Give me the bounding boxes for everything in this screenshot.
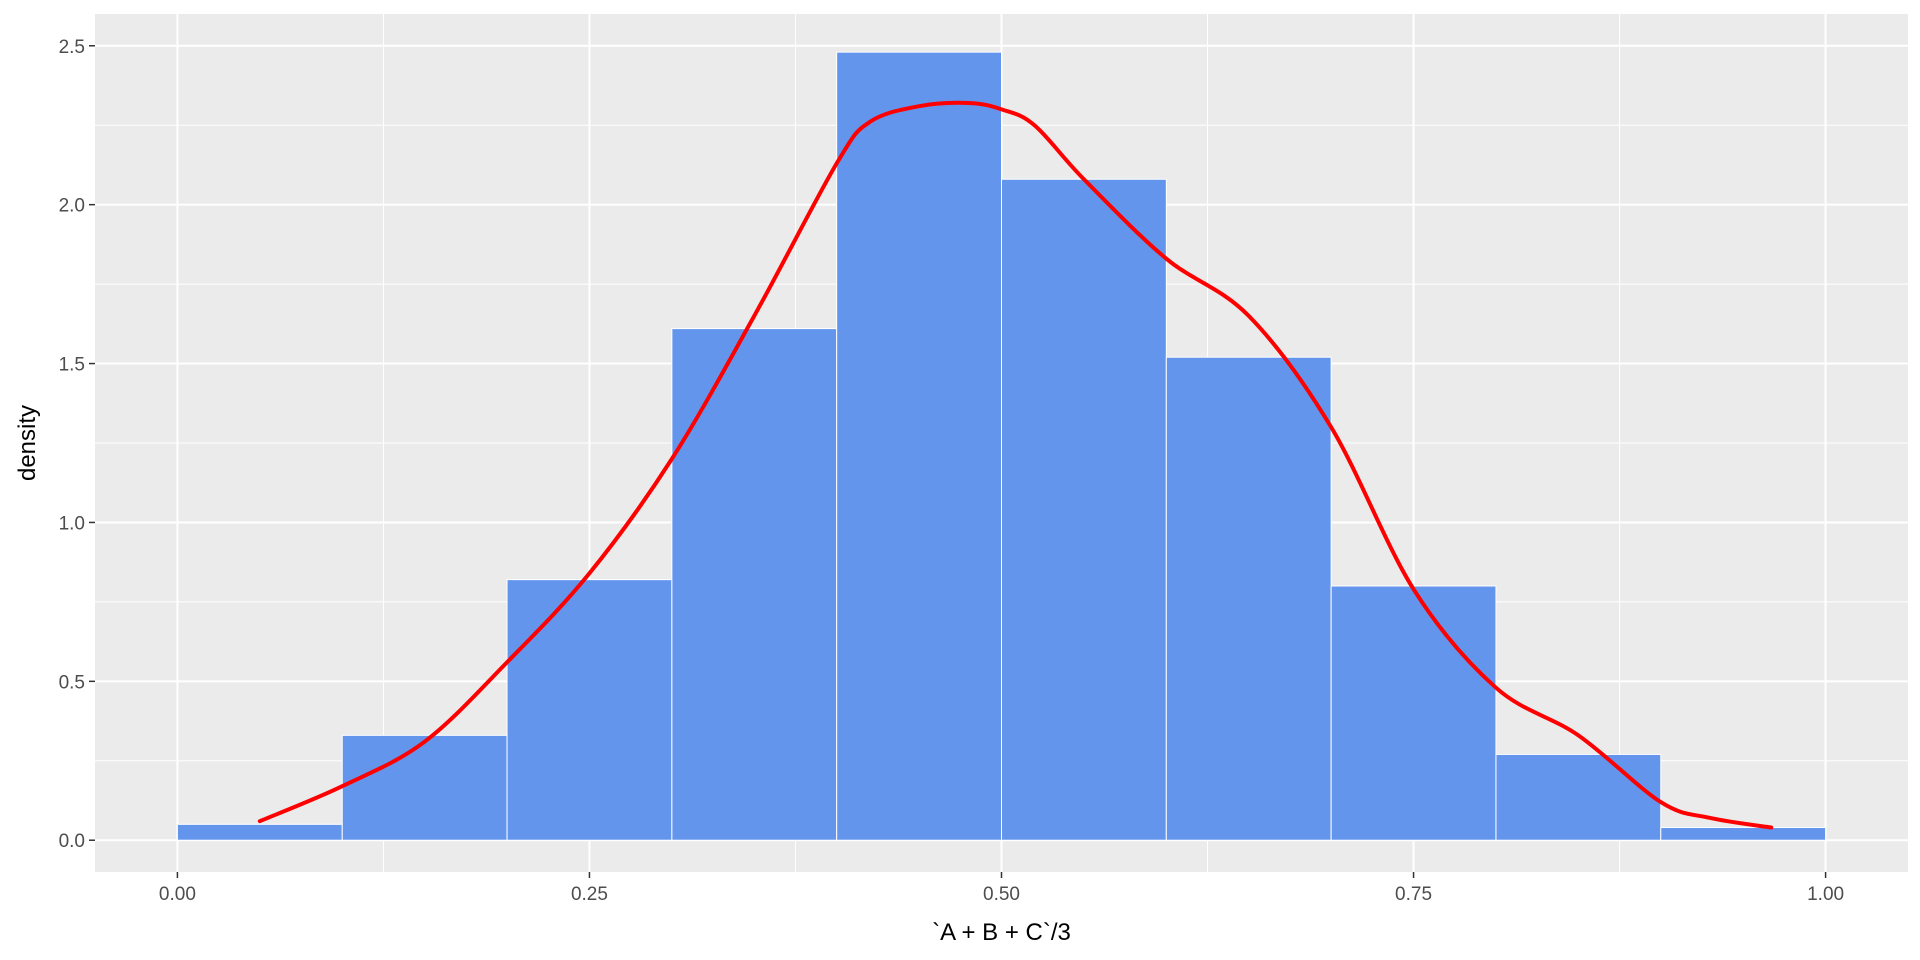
x-tick-label: 0.50	[983, 884, 1020, 905]
y-tick-label: 2.5	[59, 37, 85, 58]
y-tick-label: 0.5	[59, 672, 85, 693]
y-tick-label: 0.0	[59, 831, 85, 852]
x-tick-label: 0.25	[571, 884, 608, 905]
y-tick-label: 1.0	[59, 513, 85, 534]
y-axis-title: density	[14, 405, 41, 481]
histogram-bar	[1001, 178, 1167, 841]
histogram-bars	[176, 51, 1827, 841]
x-tick-label: 0.00	[159, 884, 196, 905]
histogram-bar	[1495, 753, 1662, 841]
y-tick-label: 1.5	[59, 355, 85, 376]
histogram-bar	[1660, 827, 1827, 841]
y-axis-ticks: 0.0 0.5 1.0 1.5 2.0 2.5	[59, 37, 95, 852]
histogram-bar	[1165, 356, 1332, 841]
density-curve	[257, 100, 1774, 830]
histogram-bar	[341, 734, 508, 841]
histogram-bar	[506, 579, 673, 841]
histogram-bar	[1330, 585, 1497, 841]
x-axis-title: `A + B + C`/3	[932, 919, 1071, 946]
x-tick-label: 0.75	[1395, 884, 1432, 905]
x-tick-label: 1.00	[1807, 884, 1844, 905]
histogram-bar	[836, 51, 1002, 841]
histogram-bar	[671, 328, 838, 841]
x-axis-ticks: 0.00 0.25 0.50 0.75 1.00	[159, 872, 1844, 905]
histogram-bar	[176, 823, 343, 841]
y-tick-label: 2.0	[59, 196, 85, 217]
